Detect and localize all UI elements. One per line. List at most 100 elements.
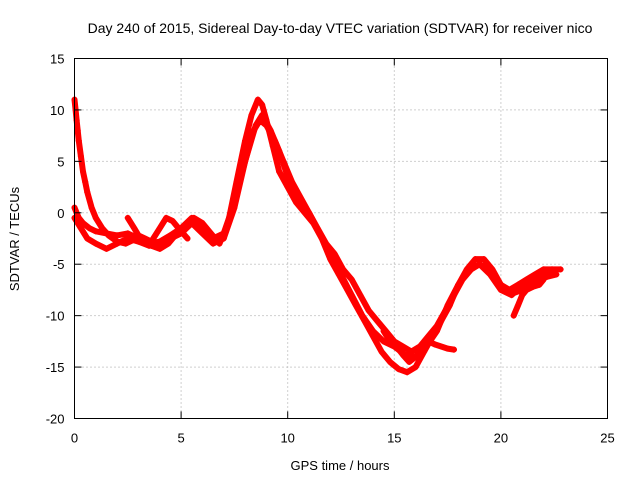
data-point [480,256,487,263]
data-point [184,235,191,242]
data-point [167,235,174,242]
data-point [248,112,255,119]
data-point [124,230,131,237]
data-point [82,178,89,185]
data-point [103,245,110,252]
grid-layer [74,58,608,419]
data-point [92,240,99,247]
data-point [178,228,185,235]
x-tick-label: 20 [494,431,508,446]
y-axis-label: SDTVAR / TECUs [7,186,22,291]
y-tick-label: 15 [50,52,64,67]
data-point [399,351,406,358]
data-point [92,214,99,221]
data-point [540,276,547,283]
data-point [380,338,387,345]
y-tick-label: 5 [57,154,64,169]
data-point [374,317,381,324]
data-point [169,218,176,225]
data-point [131,225,138,232]
data-point [276,168,283,175]
data-point [425,338,432,345]
data-point [156,225,163,232]
data-point [412,353,419,360]
data-point [114,240,121,247]
data-point [412,364,419,371]
data-point [433,328,440,335]
data-point [210,240,217,247]
chart-title: Day 240 of 2015, Sidereal Day-to-day VTE… [88,20,593,36]
data-point [141,235,148,242]
data-point [406,358,413,365]
data-point [135,232,142,239]
data-point [529,276,536,283]
data-point [348,276,355,283]
data-point [387,358,394,365]
data-point [431,341,438,348]
series-line-satellite-track-b [71,117,560,355]
y-tick-label: -10 [46,309,65,324]
data-point [519,292,526,299]
data-point [293,199,300,206]
data-point [510,312,517,319]
data-point [156,240,163,247]
data-point [465,266,472,273]
data-point [472,256,479,263]
y-tick-label: -15 [46,360,65,375]
data-point [514,302,521,309]
data-point [231,204,238,211]
data-point [84,235,91,242]
data-point [316,230,323,237]
data-point [387,338,394,345]
y-tick-label: -20 [46,412,65,427]
data-point [444,302,451,309]
data-point [523,286,530,293]
data-point [393,343,400,350]
data-point [327,250,334,257]
data-point [519,281,526,288]
data-point [77,153,84,160]
data-point [88,204,95,211]
series-layer [71,96,564,376]
data-point [92,228,99,235]
data-point [163,214,170,221]
data-point [295,194,302,201]
data-point [124,235,131,242]
data-point [74,127,81,134]
data-point [380,328,387,335]
data-point [156,245,163,252]
data-point [75,137,82,144]
data-point [487,271,494,278]
tick-layer: 0 5 10 15 20 25 -20 -15 -10 -5 0 5 10 15 [46,52,615,446]
plot-frame [74,58,608,419]
data-point [508,292,515,299]
data-point [540,266,547,273]
data-point [259,101,266,108]
data-point [254,96,261,103]
data-point [378,348,385,355]
data-point [135,238,142,245]
data-point [365,307,372,314]
data-point [444,345,451,352]
data-point [369,328,376,335]
data-point [242,137,249,144]
data-point [188,220,195,227]
data-point [252,122,259,129]
data-point [529,283,536,290]
data-point [497,286,504,293]
x-tick-label: 25 [600,431,614,446]
x-tick-label: 5 [177,431,184,446]
data-point [242,158,249,165]
x-axis-label: GPS time / hours [291,458,390,473]
x-tick-label: 10 [280,431,294,446]
data-point [199,230,206,237]
data-point [276,148,283,155]
x-tick-label: 0 [71,431,78,446]
data-point [348,292,355,299]
data-point [259,112,266,119]
data-point [455,281,462,288]
data-point [188,214,195,221]
data-point [124,214,131,221]
data-point [399,343,406,350]
